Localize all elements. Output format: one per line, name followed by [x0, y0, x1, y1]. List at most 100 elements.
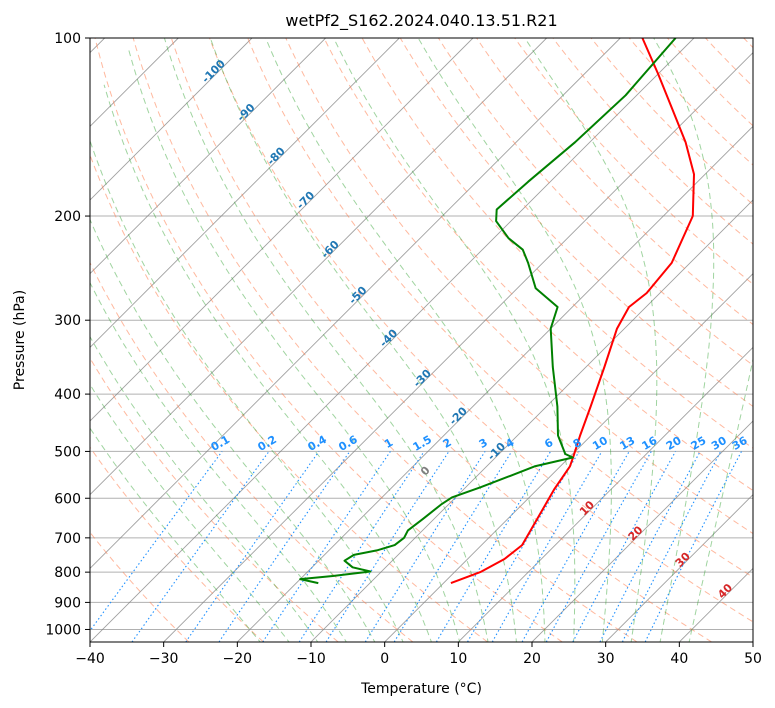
x-tick-label: 40 — [670, 651, 688, 667]
dry-adiabat-line — [209, 38, 753, 623]
wet-bulb-label: 0 — [418, 464, 433, 479]
mixing-ratio-line — [298, 451, 425, 642]
moist-adiabat-line — [90, 281, 347, 642]
moist-adiabat-line — [90, 427, 261, 642]
mixing-ratio-line — [435, 451, 552, 642]
wet-bulb-label: 30 — [673, 550, 693, 570]
isotherm-label: -90 — [234, 101, 257, 124]
wet-bulb-label: 20 — [626, 523, 646, 543]
isotherm-line — [605, 494, 753, 642]
isotherm-line — [90, 38, 253, 201]
isotherm-line — [679, 567, 753, 642]
isotherm-line — [90, 38, 621, 569]
dry-adiabat-line — [399, 38, 753, 408]
mixing-ratio-line — [131, 451, 270, 642]
mixing-ratio-line — [218, 451, 351, 642]
moist-adiabat-line — [163, 38, 489, 642]
dry-adiabat-line — [247, 38, 753, 578]
dry-adiabat-line — [628, 38, 753, 166]
moist-adiabat-line — [524, 38, 658, 642]
isotherm-label: -100 — [199, 57, 228, 86]
y-tick-label: 200 — [54, 209, 81, 225]
mixing-ratio-label: 6 — [542, 436, 555, 451]
dry-adiabat-line — [90, 446, 264, 642]
mixing-ratio-label: 0.6 — [336, 433, 360, 454]
y-tick-label: 400 — [54, 387, 81, 403]
isotherm-label: -30 — [411, 367, 434, 390]
mixing-ratio-line — [364, 451, 486, 642]
dry-adiabat-line — [552, 38, 753, 245]
x-tick-label: −10 — [296, 651, 326, 667]
dry-adiabat-line — [705, 38, 753, 88]
moist-adiabat-line — [333, 38, 576, 642]
y-tick-label: 500 — [54, 444, 81, 460]
y-tick-label: 100 — [54, 31, 81, 47]
mixing-ratio-line — [644, 451, 742, 642]
mixing-ratio-label: 0.1 — [209, 433, 232, 454]
isotherm-line — [237, 125, 753, 642]
series-line-0 — [450, 38, 695, 585]
x-tick-label: −30 — [149, 651, 179, 667]
mixing-ratio-label: 36 — [730, 434, 750, 453]
dry-adiabat-line — [590, 38, 753, 206]
dry-adiabat-line — [323, 38, 753, 492]
mixing-ratio-label: 0.4 — [306, 433, 330, 454]
isotherm-line — [90, 38, 695, 642]
mixing-ratio-label: 16 — [640, 434, 660, 453]
isotherm-label: -40 — [377, 326, 400, 349]
mixing-ratio-line — [90, 451, 223, 632]
x-tick-label: 10 — [449, 651, 467, 667]
dry-adiabat-line — [285, 38, 753, 535]
isotherm-line — [384, 273, 753, 642]
mixing-ratio-label: 10 — [590, 434, 610, 453]
isotherm-line — [163, 52, 753, 642]
isotherm-line — [90, 38, 474, 422]
wet-bulb-label: 40 — [715, 581, 735, 601]
isotherm-line — [90, 38, 326, 275]
plot-frame — [89, 37, 754, 643]
y-tick-label: 1000 — [45, 622, 81, 638]
moist-adiabat-line — [653, 38, 715, 642]
mixing-ratio-line — [521, 451, 630, 642]
mixing-ratio-label: 13 — [618, 434, 638, 453]
mixing-ratio-line — [467, 451, 580, 642]
dry-adiabat-line — [90, 153, 488, 642]
mixing-ratio-label: 20 — [664, 434, 684, 453]
mixing-ratio-label: 1.5 — [411, 433, 434, 454]
isotherm-label: -50 — [346, 284, 369, 307]
dry-adiabat-line — [476, 38, 753, 326]
dry-adiabat-line — [90, 261, 414, 642]
y-tick-label: 300 — [54, 313, 81, 329]
mixing-ratio-line — [599, 451, 701, 642]
y-axis-label: Pressure (hPa) — [12, 290, 28, 390]
mixing-ratio-line — [491, 451, 603, 642]
moist-adiabat-line — [417, 38, 612, 642]
dry-adiabat-line — [90, 357, 339, 642]
moist-adiabat-line — [688, 356, 753, 642]
isotherm-label: -60 — [319, 238, 342, 261]
mixing-ratio-label: 0.2 — [256, 433, 279, 454]
x-tick-label: 50 — [744, 651, 762, 667]
isotherm-line — [752, 641, 753, 642]
wet-bulb-label: 10 — [577, 498, 597, 518]
mixing-ratio-label: 25 — [689, 434, 709, 453]
isotherm-label: -80 — [265, 144, 288, 167]
isotherm-line — [90, 38, 400, 348]
mixing-ratio-label: 1 — [382, 436, 395, 451]
y-tick-label: 800 — [54, 565, 81, 581]
isotherm-line — [531, 420, 753, 642]
moist-adiabat-line — [90, 218, 376, 642]
x-tick-label: −40 — [75, 651, 105, 667]
mixing-ratio-line — [393, 451, 513, 642]
y-tick-label: 600 — [54, 491, 81, 507]
series-line-1 — [299, 38, 677, 585]
moist-adiabat-line — [209, 38, 518, 642]
x-tick-label: −20 — [223, 651, 253, 667]
x-tick-label: 20 — [523, 651, 541, 667]
chart-title: wetPf2_S162.2024.040.13.51.R21 — [285, 11, 557, 31]
dry-adiabat-line — [132, 38, 638, 642]
x-tick-label: 0 — [380, 651, 389, 667]
moist-adiabat-line — [90, 383, 290, 642]
dry-adiabat-line — [90, 531, 190, 642]
